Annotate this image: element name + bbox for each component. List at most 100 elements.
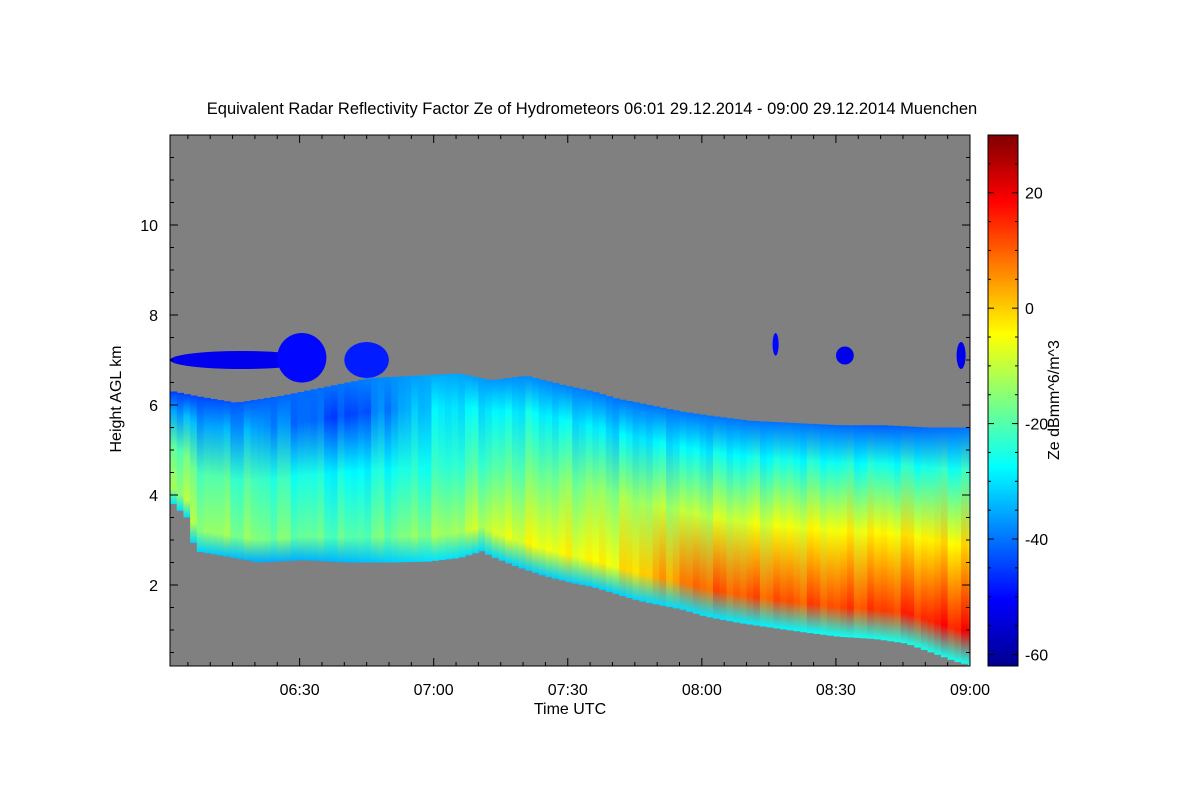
- reflectivity-column: [337, 383, 345, 563]
- reflectivity-column: [585, 390, 593, 587]
- reflectivity-column: [270, 397, 278, 562]
- reflectivity-column: [230, 402, 238, 558]
- reflectivity-field: [170, 333, 970, 666]
- reflectivity-column: [813, 424, 821, 634]
- chart-title: Equivalent Radar Reflectivity Factor Ze …: [207, 100, 977, 118]
- y-axis-label: Height AGL km: [108, 345, 125, 452]
- reflectivity-column: [552, 383, 560, 579]
- reflectivity-column: [672, 410, 681, 609]
- reflectivity-column: [237, 402, 245, 560]
- cloud-fragment: [956, 342, 966, 369]
- reflectivity-column: [632, 402, 640, 601]
- reflectivity-column: [914, 426, 922, 648]
- reflectivity-column: [464, 375, 473, 556]
- reflectivity-column: [645, 405, 654, 603]
- reflectivity-column: [505, 378, 513, 564]
- reflectivity-column: [250, 400, 258, 562]
- reflectivity-column: [451, 373, 459, 559]
- reflectivity-column: [686, 412, 694, 612]
- reflectivity-column: [558, 384, 567, 581]
- reflectivity-column: [431, 374, 439, 561]
- reflectivity-column: [753, 421, 761, 626]
- reflectivity-column: [310, 389, 319, 561]
- x-tick-label: 08:30: [816, 682, 856, 699]
- reflectivity-column: [491, 379, 500, 558]
- reflectivity-column: [934, 427, 942, 655]
- reflectivity-column: [478, 378, 486, 552]
- reflectivity-column: [612, 398, 620, 594]
- x-tick-label: 07:00: [414, 682, 454, 699]
- reflectivity-column: [565, 386, 573, 583]
- reflectivity-column: [351, 381, 359, 563]
- reflectivity-column: [954, 427, 962, 663]
- reflectivity-column: [277, 396, 285, 562]
- reflectivity-column: [699, 414, 707, 616]
- reflectivity-column: [947, 427, 955, 660]
- y-tick-label: 10: [140, 218, 158, 235]
- reflectivity-column: [243, 401, 252, 561]
- reflectivity-column: [773, 422, 781, 629]
- reflectivity-column: [927, 427, 935, 653]
- reflectivity-column: [847, 425, 855, 638]
- reflectivity-column: [532, 378, 540, 573]
- reflectivity-column: [880, 425, 888, 641]
- reflectivity-column: [713, 416, 721, 619]
- plot-frame: [169, 134, 971, 667]
- colorbar-tick-label: 20: [1025, 186, 1043, 203]
- reflectivity-column: [330, 385, 339, 562]
- reflectivity-column: [692, 413, 701, 614]
- reflectivity-column: [223, 401, 231, 557]
- colorbar-ticks: -60 -40 -20 0 20: [988, 134, 1048, 664]
- cloud-fragment: [836, 346, 854, 365]
- reflectivity-column: [397, 376, 406, 563]
- reflectivity-column: [210, 399, 218, 555]
- cloud-fragment: [772, 333, 779, 356]
- reflectivity-column: [833, 425, 841, 637]
- reflectivity-column: [867, 425, 875, 639]
- x-tick-label: 07:30: [548, 682, 588, 699]
- y-tick-label: 6: [149, 398, 158, 415]
- reflectivity-column: [170, 391, 178, 504]
- reflectivity-column: [907, 426, 915, 646]
- reflectivity-column: [853, 425, 862, 638]
- reflectivity-column: [304, 390, 312, 561]
- cloud-fragment: [170, 351, 313, 369]
- reflectivity-column: [625, 400, 634, 599]
- reflectivity-column: [894, 425, 902, 643]
- reflectivity-column: [344, 382, 352, 563]
- reflectivity-column: [900, 426, 909, 644]
- reflectivity-column: [739, 419, 748, 624]
- reflectivity-column: [391, 376, 399, 563]
- reflectivity-column: [766, 421, 774, 628]
- reflectivity-column: [525, 376, 533, 571]
- reflectivity-column: [518, 376, 526, 569]
- reflectivity-column: [257, 399, 265, 563]
- reflectivity-column: [444, 374, 453, 560]
- reflectivity-column: [599, 394, 607, 590]
- reflectivity-column: [967, 427, 970, 666]
- reflectivity-column: [578, 389, 587, 585]
- reflectivity-column: [290, 393, 298, 561]
- reflectivity-column: [780, 422, 788, 630]
- y-tick-label: 4: [149, 488, 158, 505]
- reflectivity-column: [317, 387, 325, 562]
- reflectivity-column: [364, 378, 372, 563]
- reflectivity-column: [572, 387, 580, 584]
- reflectivity-column: [357, 379, 366, 563]
- reflectivity-column: [619, 399, 627, 597]
- reflectivity-column: [820, 424, 828, 635]
- reflectivity-column: [659, 407, 667, 606]
- reflectivity-column: [940, 427, 949, 658]
- reflectivity-column: [183, 394, 191, 518]
- colorbar-tick-label: 0: [1025, 301, 1034, 318]
- reflectivity-column: [666, 409, 674, 608]
- reflectivity-column: [203, 397, 211, 554]
- reflectivity-column: [377, 377, 386, 563]
- colorbar-tick-label: -60: [1025, 647, 1048, 664]
- reflectivity-column: [498, 378, 506, 561]
- reflectivity-column: [961, 427, 969, 664]
- reflectivity-column: [196, 396, 205, 552]
- reflectivity-column: [404, 376, 412, 563]
- x-axis-label: Time UTC: [534, 701, 606, 718]
